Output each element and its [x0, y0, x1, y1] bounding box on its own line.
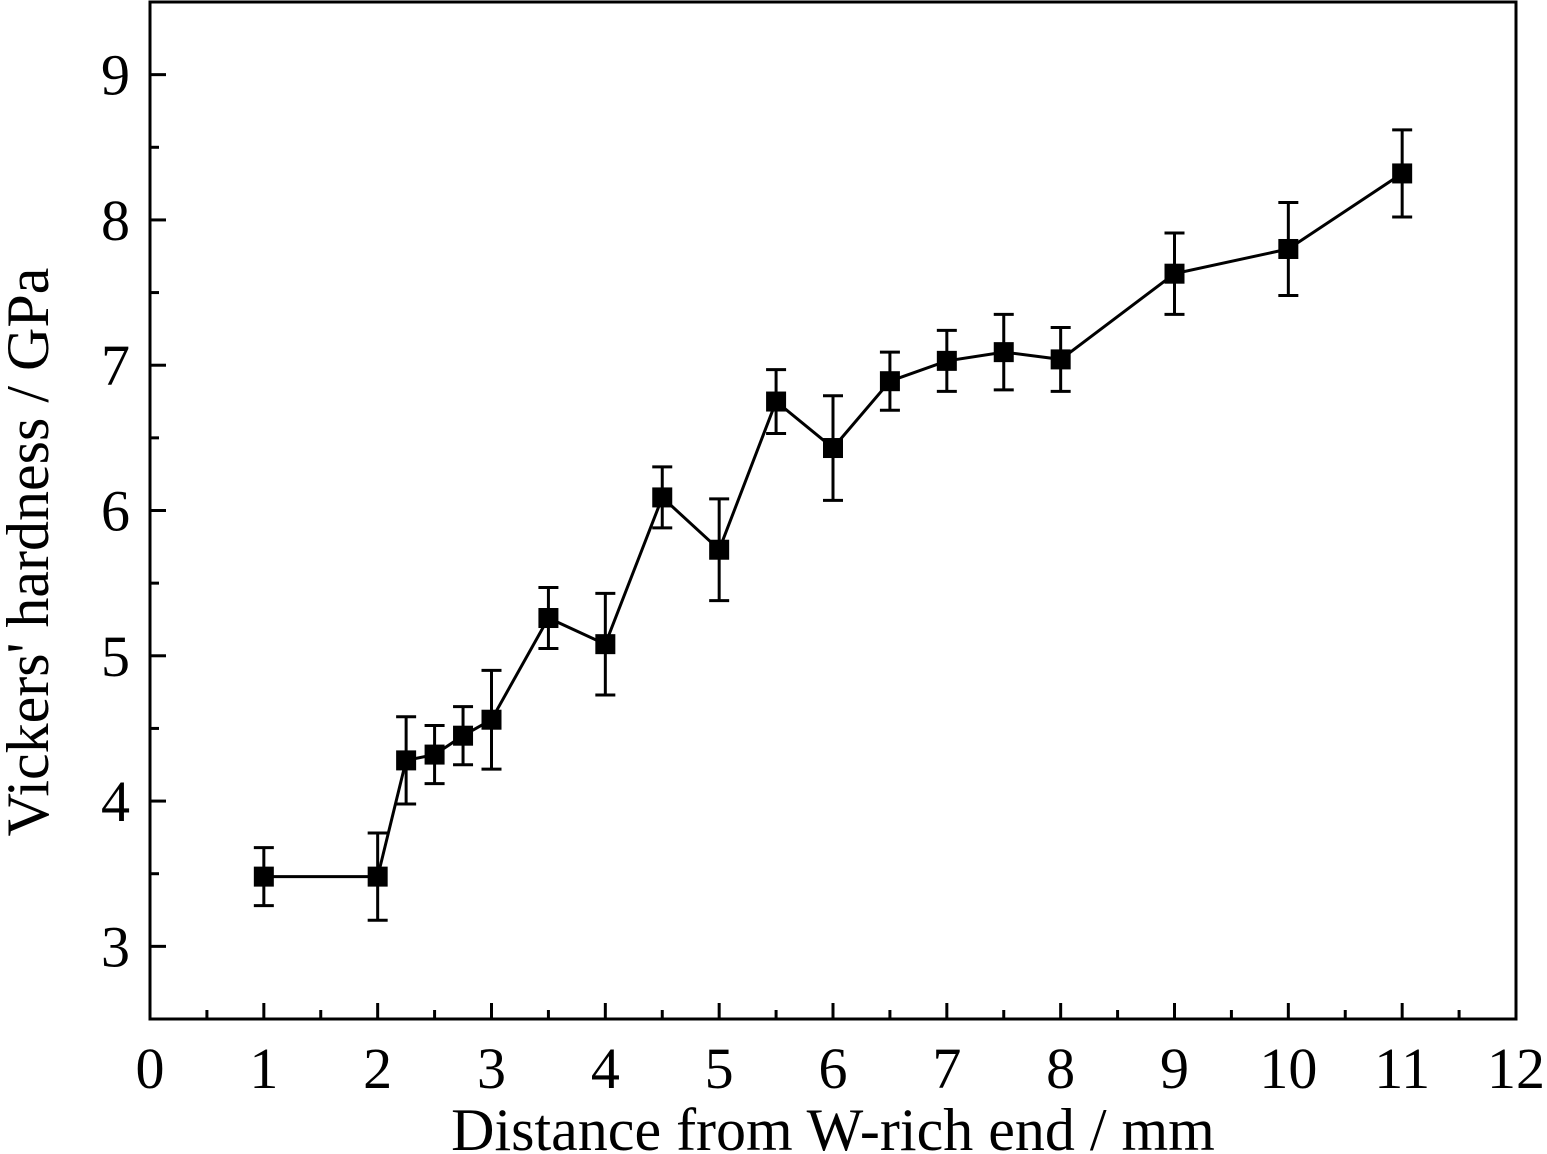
data-point-marker: [766, 391, 787, 412]
x-tick-label: 7: [932, 1036, 961, 1101]
y-tick-label: 7: [101, 333, 130, 398]
data-point-marker: [538, 608, 559, 629]
y-tick-label: 8: [101, 188, 130, 253]
x-tick-label: 9: [1160, 1036, 1189, 1101]
data-point-marker: [1050, 349, 1071, 370]
data-point-marker: [879, 371, 900, 392]
data-point-marker: [481, 709, 502, 730]
data-point-marker: [396, 750, 417, 771]
y-tick-label: 9: [101, 43, 130, 108]
x-tick-label: 12: [1487, 1036, 1545, 1101]
data-point-marker: [253, 866, 274, 887]
data-point-marker: [823, 438, 843, 459]
x-tick-label: 0: [136, 1036, 165, 1101]
x-tick-label: 2: [363, 1036, 392, 1101]
x-tick-label: 5: [705, 1036, 734, 1101]
x-tick-label: 10: [1259, 1036, 1317, 1101]
y-tick-label: 4: [101, 769, 130, 834]
y-tick-label: 3: [101, 914, 130, 979]
x-axis-label: Distance from W-rich end / mm: [451, 1097, 1215, 1154]
data-point-marker: [936, 350, 957, 371]
x-tick-label: 11: [1374, 1036, 1430, 1101]
data-point-marker: [595, 634, 616, 655]
x-tick-label: 1: [249, 1036, 278, 1101]
y-tick-label: 6: [101, 479, 130, 544]
data-point-marker: [424, 744, 445, 765]
data-point-marker: [993, 342, 1014, 363]
x-tick-label: 3: [477, 1036, 506, 1101]
y-tick-label: 5: [101, 624, 130, 689]
x-tick-label: 6: [819, 1036, 848, 1101]
data-point-marker: [367, 866, 388, 887]
x-tick-label: 8: [1046, 1036, 1075, 1101]
data-point-marker: [1278, 238, 1299, 259]
data-point-marker: [1164, 263, 1185, 284]
data-point-marker: [453, 725, 474, 746]
data-point-marker: [709, 539, 730, 560]
y-axis-label: Vickers' hardness / GPa: [0, 268, 61, 837]
data-point-marker: [652, 487, 673, 508]
data-point-marker: [1392, 163, 1413, 184]
data-layer: [253, 128, 1413, 922]
x-tick-label: 4: [591, 1036, 620, 1101]
plot-area-frame: [148, 0, 1518, 1021]
